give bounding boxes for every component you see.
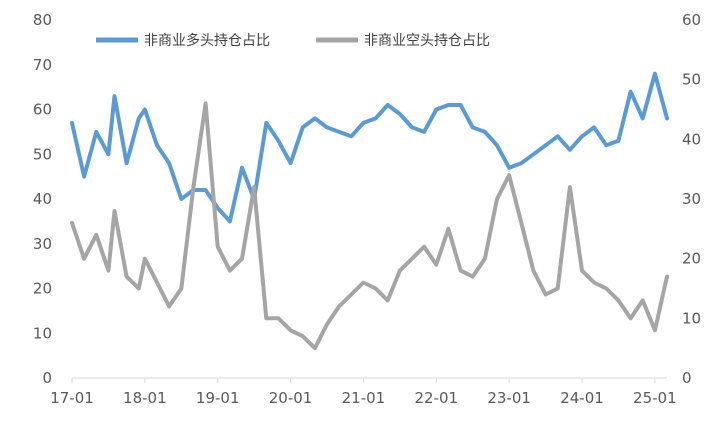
x-tick-label: 17-01 — [50, 389, 94, 407]
x-tick-label: 18-01 — [123, 389, 167, 407]
y-left-tick-label: 70 — [33, 56, 52, 74]
legend-label-short: 非商业空头持仓占比 — [364, 33, 490, 49]
x-tick-label: 20-01 — [269, 389, 313, 407]
y-right-tick-label: 20 — [682, 250, 701, 268]
axes: 0 10 20 30 40 50 60 70 80 0 10 20 30 40 50 60 17-01 18-01… — [33, 11, 701, 407]
y-left-tick-label: 80 — [33, 11, 52, 29]
x-tick-label: 19-01 — [196, 389, 240, 407]
y-left-tick-label: 30 — [33, 235, 52, 253]
y-right-tick-label: 50 — [682, 71, 701, 89]
y-left-tick-label: 0 — [42, 369, 52, 387]
y-left-tick-label: 20 — [33, 280, 52, 298]
series-layer — [70, 71, 669, 351]
x-tick-label: 22-01 — [414, 389, 458, 407]
y-right-tick-label: 0 — [682, 369, 692, 387]
x-tick-label: 24-01 — [560, 389, 604, 407]
y-right-tick-label: 30 — [682, 190, 701, 208]
legend-label-long: 非商业多头持仓占比 — [144, 32, 270, 49]
y-left-tick-label: 60 — [33, 101, 52, 119]
series-line-long — [70, 71, 669, 224]
y-right-tick-label: 40 — [682, 130, 701, 148]
y-left-tick-label: 10 — [33, 324, 52, 342]
x-tick-label: 25-01 — [633, 389, 677, 407]
legend: 非商业多头持仓占比 非商业空头持仓占比 — [96, 32, 490, 49]
x-tick-label: 21-01 — [342, 389, 386, 407]
y-left-tick-label: 40 — [33, 190, 52, 208]
series-line-short — [70, 101, 669, 351]
y-right-tick-label: 60 — [682, 11, 701, 29]
x-tick-label: 23-01 — [487, 389, 531, 407]
y-right-tick-label: 10 — [682, 309, 701, 327]
y-left-tick-label: 50 — [33, 145, 52, 163]
